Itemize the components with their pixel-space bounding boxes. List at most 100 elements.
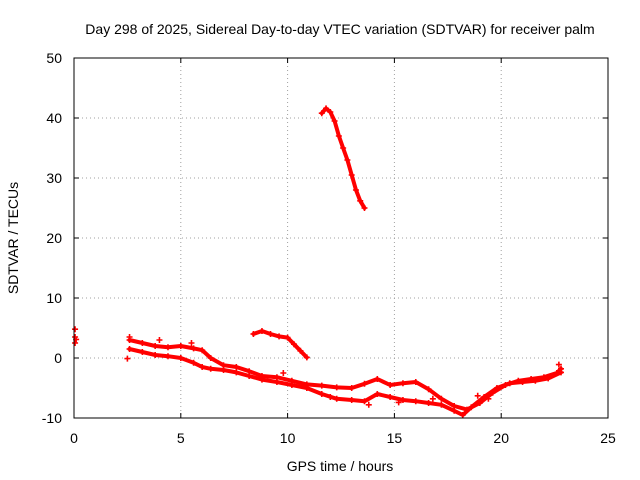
data-point: [412, 379, 419, 385]
data-point: [327, 394, 334, 400]
data-point: [276, 333, 283, 340]
data-point: [199, 364, 206, 370]
data-point: [412, 398, 419, 405]
series-trace: [251, 329, 309, 360]
series-trace: [127, 347, 563, 417]
data-point: [284, 334, 291, 341]
data-point: [139, 340, 146, 346]
data-point: [348, 397, 355, 403]
data-point: [199, 347, 206, 354]
y-tick-label: 30: [46, 170, 62, 186]
data-point: [190, 359, 197, 366]
x-tick-label: 5: [177, 430, 185, 446]
data-point: [493, 385, 500, 391]
data-point: [177, 343, 184, 349]
data-point: [288, 382, 295, 388]
data-point: [233, 369, 240, 376]
data-point: [318, 110, 325, 117]
data-point: [468, 404, 475, 411]
chart-title: Day 298 of 2025, Sidereal Day-to-day VTE…: [85, 21, 594, 37]
data-point: [333, 395, 340, 402]
data-point: [348, 172, 355, 178]
data-point: [344, 157, 351, 163]
data-point: [425, 386, 432, 393]
data-point: [485, 395, 492, 402]
data-point: [258, 328, 265, 334]
data-point: [190, 345, 197, 352]
data-point: [558, 369, 565, 376]
data-point: [139, 349, 146, 355]
x-tick-label: 10: [280, 430, 296, 446]
data-point: [399, 380, 406, 387]
data-point: [438, 401, 445, 408]
y-tick-label: 20: [46, 230, 62, 246]
data-point: [156, 337, 163, 343]
data-point: [250, 331, 257, 337]
data-point: [532, 377, 539, 384]
data-point: [258, 376, 265, 383]
data-point: [335, 133, 342, 139]
data-point: [267, 331, 274, 337]
data-marks: [72, 105, 565, 418]
x-axis-ticks: 0 5 10 15 20 25: [70, 58, 616, 446]
data-point: [291, 341, 298, 348]
x-axis-label: GPS time / hours: [287, 458, 394, 474]
series-high-arc: [318, 105, 368, 211]
data-point: [506, 380, 513, 387]
data-point: [459, 412, 466, 418]
data-point: [188, 340, 195, 346]
data-point: [72, 326, 79, 333]
data-point: [323, 105, 330, 112]
data-point: [519, 379, 526, 385]
data-point: [374, 391, 381, 397]
y-tick-label: 40: [46, 110, 62, 126]
x-tick-label: 0: [70, 430, 78, 446]
data-point: [481, 394, 488, 400]
y-tick-label: 50: [46, 50, 62, 66]
data-point: [152, 352, 159, 358]
y-tick-label: -10: [42, 410, 62, 426]
x-tick-label: 25: [600, 430, 616, 446]
data-point: [340, 145, 347, 151]
series-trace: [319, 106, 367, 210]
data-point: [361, 398, 368, 405]
data-point: [72, 340, 79, 346]
data-point: [152, 343, 159, 349]
data-point: [399, 397, 406, 403]
data-point: [126, 346, 133, 352]
data-point: [374, 376, 381, 382]
data-point: [361, 205, 368, 211]
data-point: [233, 364, 240, 370]
data-point: [357, 197, 364, 204]
data-point: [348, 385, 355, 391]
data-point: [333, 384, 340, 391]
grid-lines: [74, 58, 608, 418]
data-point: [352, 187, 359, 193]
data-point: [425, 400, 432, 406]
series-mid-arc: [250, 328, 310, 361]
data-point: [246, 373, 253, 379]
data-point: [164, 344, 171, 351]
data-point: [327, 109, 334, 115]
data-point: [207, 355, 214, 361]
data-point: [207, 365, 214, 372]
data-point: [126, 334, 133, 340]
y-tick-label: 0: [54, 350, 62, 366]
y-axis-label: SDTVAR / TECUs: [5, 182, 21, 294]
data-point: [318, 391, 325, 397]
data-point: [303, 354, 310, 361]
x-tick-label: 20: [493, 430, 509, 446]
data-point: [318, 382, 325, 389]
data-point: [297, 347, 304, 354]
y-axis-ticks: -10 0 10 20 30 40 50: [42, 50, 608, 426]
data-point: [395, 399, 402, 406]
data-point: [438, 395, 445, 402]
data-point: [545, 375, 552, 382]
data-point: [361, 380, 368, 387]
data-point: [220, 367, 227, 373]
data-point: [474, 392, 481, 399]
x-tick-label: 15: [387, 430, 403, 446]
data-point: [280, 370, 287, 376]
data-point: [273, 379, 280, 385]
